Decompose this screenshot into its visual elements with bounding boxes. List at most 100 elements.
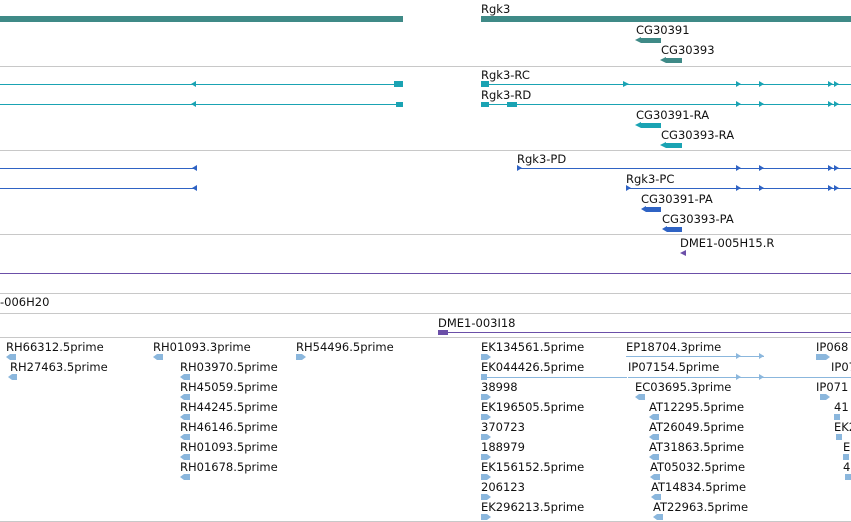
- est-label[interactable]: IP071: [816, 380, 849, 394]
- est-label[interactable]: RH45059.5prime: [180, 380, 278, 394]
- est-feature[interactable]: [184, 434, 190, 440]
- est-label[interactable]: RH54496.5prime: [296, 340, 394, 354]
- transcript-exon[interactable]: [641, 123, 661, 128]
- est-label[interactable]: RH44245.5prime: [180, 400, 278, 414]
- est-label[interactable]: IP07154.5prime: [628, 360, 720, 374]
- protein-feature[interactable]: [646, 207, 661, 212]
- gene-bar-rgk3[interactable]: [481, 16, 851, 22]
- est-label[interactable]: EK296213.5prime: [481, 500, 585, 514]
- est-feature[interactable]: [654, 474, 660, 480]
- est-label[interactable]: RH27463.5prime: [10, 360, 108, 374]
- est-label[interactable]: RH01093.5prime: [180, 440, 278, 454]
- est-feature[interactable]: [481, 454, 487, 460]
- transcript-label[interactable]: Rgk3-RD: [481, 88, 532, 102]
- est-feature[interactable]: [10, 354, 16, 360]
- transcript-exon[interactable]: [396, 102, 403, 107]
- est-feature[interactable]: [481, 434, 487, 440]
- gene-bar-left[interactable]: [0, 16, 403, 22]
- est-label[interactable]: AT22963.5prime: [653, 500, 749, 514]
- est-feature[interactable]: [481, 414, 487, 420]
- est-label[interactable]: 4: [843, 460, 851, 474]
- clone-label[interactable]: -006H20: [0, 295, 50, 309]
- clone-feature[interactable]: [438, 330, 448, 335]
- transcript-exon[interactable]: [481, 81, 489, 87]
- est-feature[interactable]: [834, 414, 840, 420]
- est-feature[interactable]: [639, 394, 645, 400]
- est-feature[interactable]: [184, 374, 190, 380]
- est-feature[interactable]: [296, 354, 302, 360]
- gene-bar-cg30391[interactable]: [641, 38, 661, 43]
- est-label[interactable]: RH01678.5prime: [180, 460, 278, 474]
- est-label[interactable]: 38998: [481, 380, 518, 394]
- est-feature[interactable]: [481, 394, 487, 400]
- transcript-exon[interactable]: [507, 102, 517, 107]
- est-feature[interactable]: [184, 474, 190, 480]
- est-feature[interactable]: [184, 454, 190, 460]
- est-feature[interactable]: [843, 454, 849, 460]
- est-arrow: [649, 414, 653, 420]
- transcript-label[interactable]: CG30393-RA: [661, 128, 735, 142]
- est-label[interactable]: AT31863.5prime: [649, 440, 745, 454]
- est-label[interactable]: AT05032.5prime: [650, 460, 746, 474]
- est-feature[interactable]: [12, 374, 17, 380]
- transcript-label[interactable]: CG30391-RA: [636, 108, 710, 122]
- est-label[interactable]: IP068: [816, 340, 849, 354]
- est-label[interactable]: E: [843, 440, 851, 454]
- est-label[interactable]: EK196505.5prime: [481, 400, 585, 414]
- est-feature[interactable]: [481, 354, 487, 360]
- est-feature[interactable]: [184, 414, 190, 420]
- clone-label[interactable]: DME1-003I18: [438, 316, 516, 330]
- est-label[interactable]: EK134561.5prime: [481, 340, 585, 354]
- est-label[interactable]: EK2: [834, 420, 851, 434]
- est-feature[interactable]: [481, 474, 487, 480]
- est-label[interactable]: EP18704.3prime: [626, 340, 722, 354]
- est-label[interactable]: RH03970.5prime: [180, 360, 278, 374]
- strand-arrow-right: [834, 165, 839, 171]
- est-feature[interactable]: [820, 394, 826, 400]
- est-label[interactable]: 206123: [481, 480, 525, 494]
- protein-label[interactable]: CG30393-PA: [662, 212, 734, 226]
- gene-bar-cg30393[interactable]: [666, 58, 682, 63]
- est-feature[interactable]: [653, 414, 659, 420]
- est-label[interactable]: 370723: [481, 420, 525, 434]
- transcript-exon[interactable]: [666, 143, 682, 148]
- est-feature[interactable]: [816, 354, 826, 360]
- est-label[interactable]: RH66312.5prime: [6, 340, 104, 354]
- est-feature[interactable]: [657, 514, 663, 520]
- est-label[interactable]: EC03695.3prime: [635, 380, 732, 394]
- est-label[interactable]: 188979: [481, 440, 525, 454]
- protein-label[interactable]: Rgk3-PD: [517, 152, 567, 166]
- est-label[interactable]: EK044426.5prime: [481, 360, 585, 374]
- est-feature[interactable]: [481, 374, 487, 380]
- est-label[interactable]: AT12295.5prime: [649, 400, 745, 414]
- clone-label[interactable]: DME1-005H15.R: [680, 236, 775, 250]
- est-feature[interactable]: [653, 454, 659, 460]
- protein-feature[interactable]: [667, 227, 682, 232]
- protein-label[interactable]: Rgk3-PC: [626, 172, 675, 186]
- est-label[interactable]: EK156152.5prime: [481, 460, 585, 474]
- transcript-label[interactable]: Rgk3-RC: [481, 68, 530, 82]
- est-feature[interactable]: [836, 434, 842, 440]
- protein-label[interactable]: CG30391-PA: [641, 192, 713, 206]
- track-separator: [0, 313, 851, 314]
- gene-label[interactable]: Rgk3: [481, 2, 511, 16]
- est-feature[interactable]: [184, 394, 190, 400]
- clone-arrow[interactable]: [680, 250, 686, 256]
- strand-arrow-right: [623, 81, 629, 87]
- transcript-exon[interactable]: [481, 102, 489, 107]
- est-feature[interactable]: [845, 474, 851, 480]
- est-label[interactable]: 41: [834, 400, 849, 414]
- gene-label[interactable]: CG30391: [636, 23, 690, 37]
- est-label[interactable]: AT14834.5prime: [651, 480, 747, 494]
- transcript-exon[interactable]: [394, 81, 403, 87]
- est-label[interactable]: IP07: [831, 360, 851, 374]
- est-feature[interactable]: [481, 494, 487, 500]
- est-feature[interactable]: [481, 514, 487, 520]
- est-feature[interactable]: [655, 494, 661, 500]
- gene-label[interactable]: CG30393: [661, 43, 715, 57]
- est-label[interactable]: RH01093.3prime: [153, 340, 251, 354]
- est-label[interactable]: RH46146.5prime: [180, 420, 278, 434]
- est-label[interactable]: AT26049.5prime: [649, 420, 745, 434]
- est-feature[interactable]: [653, 434, 659, 440]
- est-feature[interactable]: [157, 354, 163, 360]
